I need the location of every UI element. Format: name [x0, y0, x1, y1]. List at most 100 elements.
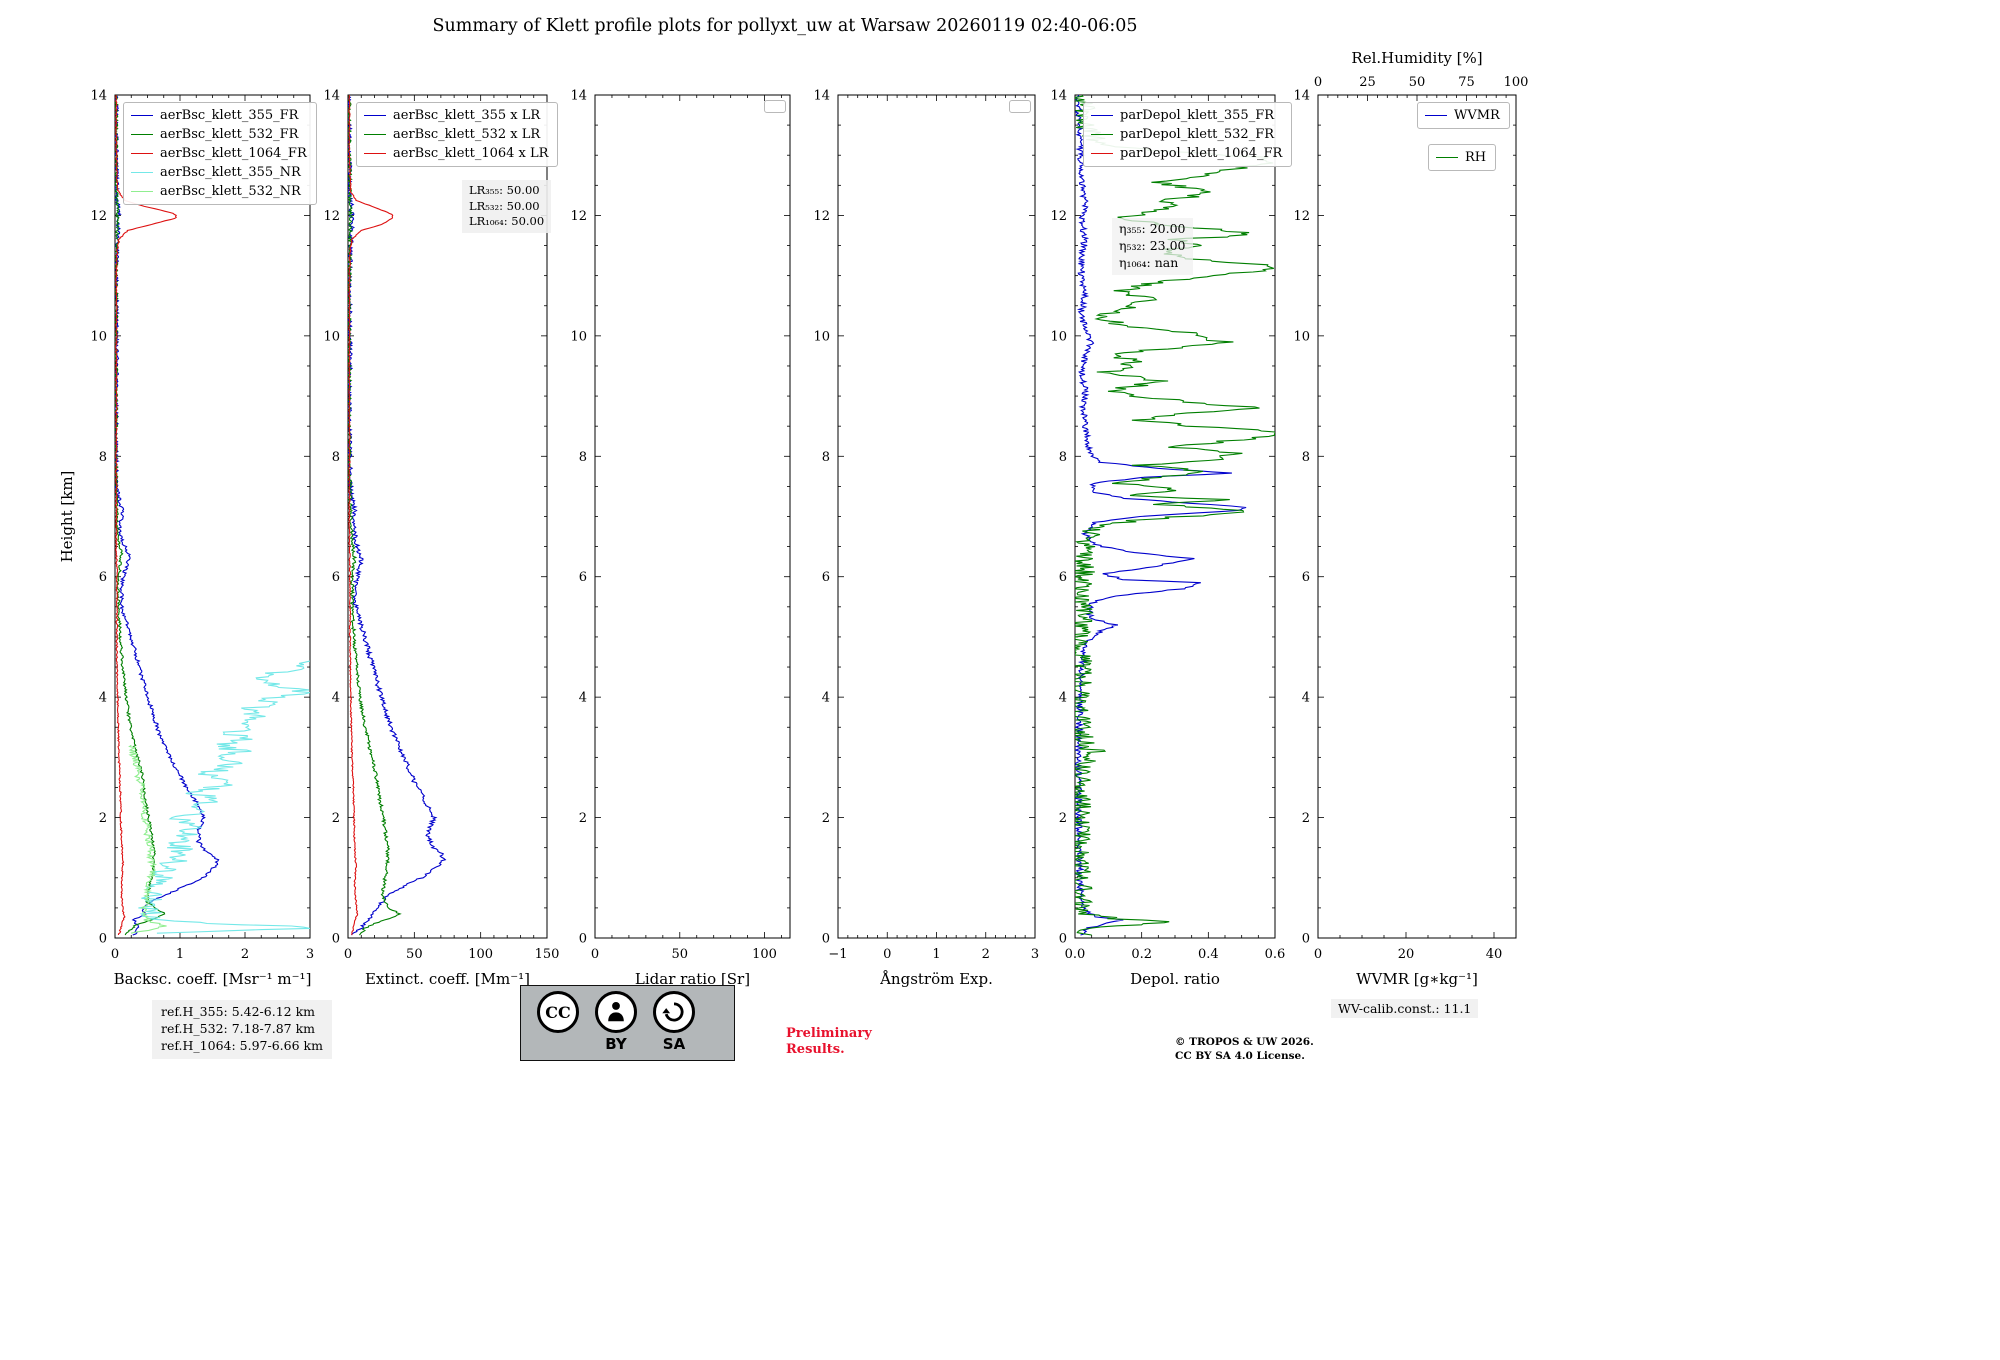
y-tick-label: 2: [332, 811, 340, 826]
x-tick-label: 1: [932, 947, 940, 962]
x-tick-label: 20: [1398, 947, 1415, 962]
x-tick-label: 0.2: [1131, 947, 1152, 962]
plot-border: [1317, 94, 1517, 939]
y-tick-label: 14: [570, 89, 587, 104]
top-tick-label: 75: [1458, 75, 1475, 90]
y-tick-label: 8: [332, 450, 340, 465]
top-tick-label: 25: [1359, 75, 1376, 90]
top-tick-label: 100: [1504, 75, 1529, 90]
y-tick-label: 14: [1050, 89, 1067, 104]
y-tick-label: 0: [99, 932, 107, 947]
x-axis-label: WVMR [g∗kg⁻¹]: [1356, 970, 1478, 988]
x-axis-label: Extinct. coeff. [Mm⁻¹]: [365, 970, 530, 988]
y-tick-label: 6: [1302, 570, 1310, 585]
x-tick-label: 0.4: [1198, 947, 1219, 962]
x-axis-label: Ångström Exp.: [879, 970, 993, 988]
x-tick-label: 150: [535, 947, 560, 962]
series-aerBsc_klett_532_NR: [128, 744, 167, 934]
x-tick-label: 50: [672, 947, 689, 962]
y-tick-label: 6: [1059, 570, 1067, 585]
x-tick-label: 1: [176, 947, 184, 962]
y-tick-label: 10: [570, 329, 587, 344]
series-aerBsc_klett_532_x_LR: [348, 95, 402, 936]
y-tick-label: 12: [323, 209, 340, 224]
x-tick-label: 100: [468, 947, 493, 962]
y-tick-label: 12: [90, 209, 107, 224]
series-parDepol_klett_355_FR: [1075, 95, 1247, 936]
y-tick-label: 8: [579, 450, 587, 465]
y-tick-label: 10: [813, 329, 830, 344]
y-tick-label: 12: [1293, 209, 1310, 224]
x-tick-label: 0.0: [1065, 947, 1086, 962]
y-tick-label: 8: [1059, 450, 1067, 465]
plot-border: [594, 94, 791, 939]
y-tick-label: 8: [99, 450, 107, 465]
plot-border: [347, 94, 548, 939]
y-tick-label: 6: [579, 570, 587, 585]
y-tick-label: 14: [90, 89, 107, 104]
series-aerBsc_klett_1064_x_LR: [348, 95, 394, 936]
x-tick-label: −1: [828, 947, 847, 962]
y-tick-label: 4: [1302, 691, 1310, 706]
x-tick-label: 2: [982, 947, 990, 962]
y-tick-label: 4: [579, 691, 587, 706]
y-tick-label: 10: [323, 329, 340, 344]
y-tick-label: 0: [822, 932, 830, 947]
series-aerBsc_klett_355_x_LR: [348, 95, 447, 936]
y-tick-label: 2: [1302, 811, 1310, 826]
x-tick-label: 0.6: [1265, 947, 1286, 962]
y-tick-label: 4: [99, 691, 107, 706]
y-tick-label: 4: [822, 691, 830, 706]
y-tick-label: 12: [1050, 209, 1067, 224]
x-tick-label: 0: [1314, 947, 1322, 962]
y-tick-label: 8: [1302, 450, 1310, 465]
plot-border: [114, 94, 311, 939]
series-aerBsc_klett_1064_FR: [115, 95, 177, 935]
y-tick-label: 2: [822, 811, 830, 826]
y-tick-label: 0: [332, 932, 340, 947]
plot-lidar_ratio: 0 50 100 0 2 4 6 8 10 12 14 Lidar ratio [Sr]: [570, 89, 791, 988]
y-tick-label: 2: [1059, 811, 1067, 826]
x-tick-label: 3: [1031, 947, 1039, 962]
y-tick-label: 6: [822, 570, 830, 585]
plot-border: [837, 94, 1036, 939]
plot-border: [1074, 94, 1276, 939]
y-tick-label: 0: [1302, 932, 1310, 947]
top-tick-label: 50: [1409, 75, 1426, 90]
y-tick-label: 2: [579, 811, 587, 826]
x-tick-label: 0: [111, 947, 119, 962]
series-aerBsc_klett_355_NR: [138, 660, 310, 934]
x-tick-label: 0: [591, 947, 599, 962]
y-tick-label: 0: [1059, 932, 1067, 947]
y-tick-label: 10: [1050, 329, 1067, 344]
y-tick-label: 12: [570, 209, 587, 224]
y-tick-label: 14: [813, 89, 830, 104]
x-tick-label: 0: [883, 947, 891, 962]
x-tick-label: 100: [752, 947, 777, 962]
y-tick-label: 8: [822, 450, 830, 465]
plot-extinction: 0 50 100 150 0 2 4 6 8 10 12 14 Extinct. coeff. [Mm⁻…: [323, 89, 559, 989]
top-tick-label: 0: [1314, 75, 1322, 90]
y-tick-label: 2: [99, 811, 107, 826]
series-aerBsc_klett_355_FR: [115, 95, 220, 936]
y-tick-label: 0: [579, 932, 587, 947]
y-tick-label: 14: [1293, 89, 1310, 104]
x-tick-label: 2: [241, 947, 249, 962]
y-tick-label: 6: [99, 570, 107, 585]
y-tick-label: 14: [323, 89, 340, 104]
x-tick-label: 3: [306, 947, 314, 962]
y-tick-label: 12: [813, 209, 830, 224]
x-tick-label: 50: [406, 947, 423, 962]
plot-depol: 0.0 0.2 0.4 0.6 0 2 4 6 8 10 12 14 Depol. ratio: [1050, 89, 1285, 989]
y-tick-label: 6: [332, 570, 340, 585]
y-axis-label: Height [km]: [58, 471, 76, 563]
x-axis-label: Lidar ratio [Sr]: [635, 970, 750, 988]
y-tick-label: 4: [1059, 691, 1067, 706]
y-tick-label: 4: [332, 691, 340, 706]
x-tick-label: 40: [1486, 947, 1503, 962]
plot-wvmr: 0 20 40 0 2 4 6 8 10 12 14 0 25 50 75 100 Rel.Humidity […: [1293, 49, 1528, 988]
